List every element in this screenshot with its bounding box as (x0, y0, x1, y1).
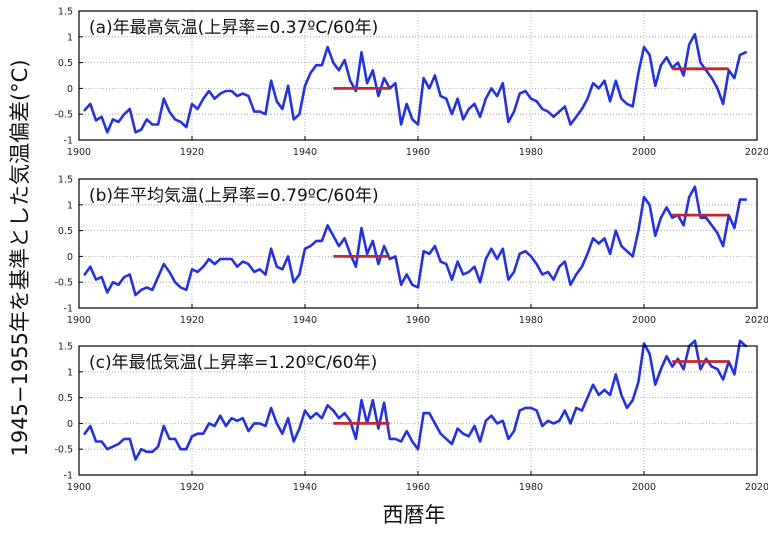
x-tick-label: 2020 (745, 482, 768, 493)
chart-panel-1: 1900 1920 1940 1960 1980 2000 2020 -1 -0.5 0 0.5 1 1… (54, 7, 768, 159)
x-axis-label: 西暦年 (383, 503, 446, 527)
x-tick-label: 2020 (745, 147, 768, 158)
x-tick-label: 1960 (406, 482, 430, 493)
x-tick-label: 1960 (406, 315, 430, 326)
x-tick-label: 1920 (180, 147, 204, 158)
x-tick-label: 1920 (180, 315, 204, 326)
x-tick-label: 2000 (632, 147, 656, 158)
x-tick-label: 2000 (632, 315, 656, 326)
panel-title: (c)年最低気温(上昇率=1.20ºC/60年) (89, 353, 377, 373)
y-tick-label: 1.5 (58, 175, 73, 186)
x-tick-label: 2000 (632, 482, 656, 493)
y-tick-label: 1 (67, 32, 73, 43)
y-tick-label: -0.5 (54, 445, 73, 456)
y-tick-label: -1 (64, 304, 73, 315)
y-tick-label: 0.5 (58, 393, 73, 404)
y-tick-label: -0.5 (54, 110, 73, 121)
x-tick-label: 1960 (406, 147, 430, 158)
y-tick-label: 0 (67, 419, 73, 430)
chart-panel-3: 1900 1920 1940 1960 1980 2000 2020 -1 -0.5 0 0.5 1 1… (54, 339, 768, 493)
y-tick-label: 0 (67, 252, 73, 263)
x-tick-label: 1980 (519, 147, 543, 158)
y-tick-label: 1 (67, 367, 73, 378)
series-line (83, 32, 748, 134)
chart-panel-2: 1900 1920 1940 1960 1980 2000 2020 -1 -0.5 0 0.5 1 1… (54, 175, 768, 327)
series-line (83, 185, 748, 297)
panel-title: (b)年平均気温(上昇率=0.79ºC/60年) (89, 186, 379, 206)
y-tick-label: 0.5 (58, 58, 73, 69)
x-tick-label: 1980 (519, 482, 543, 493)
y-tick-label: 1.5 (58, 342, 73, 353)
x-tick-label: 1900 (67, 315, 91, 326)
x-tick-label: 1900 (67, 147, 91, 158)
series-line (83, 339, 748, 461)
x-tick-label: 1940 (293, 482, 317, 493)
x-tick-label: 1940 (293, 315, 317, 326)
x-tick-label: 1900 (67, 482, 91, 493)
y-axis-label: 1945−1955年を基準とした気温偏差(°C) (8, 59, 32, 456)
y-tick-label: 1.5 (58, 7, 73, 18)
x-tick-label: 2020 (745, 315, 768, 326)
y-tick-label: 0.5 (58, 226, 73, 237)
x-tick-label: 1920 (180, 482, 204, 493)
y-tick-label: -1 (64, 471, 73, 482)
y-tick-label: -0.5 (54, 278, 73, 289)
y-tick-label: 1 (67, 200, 73, 211)
x-tick-label: 1980 (519, 315, 543, 326)
y-tick-label: 0 (67, 84, 73, 95)
x-tick-label: 1940 (293, 147, 317, 158)
y-tick-label: -1 (64, 136, 73, 147)
panel-title: (a)年最高気温(上昇率=0.37ºC/60年) (89, 18, 378, 38)
